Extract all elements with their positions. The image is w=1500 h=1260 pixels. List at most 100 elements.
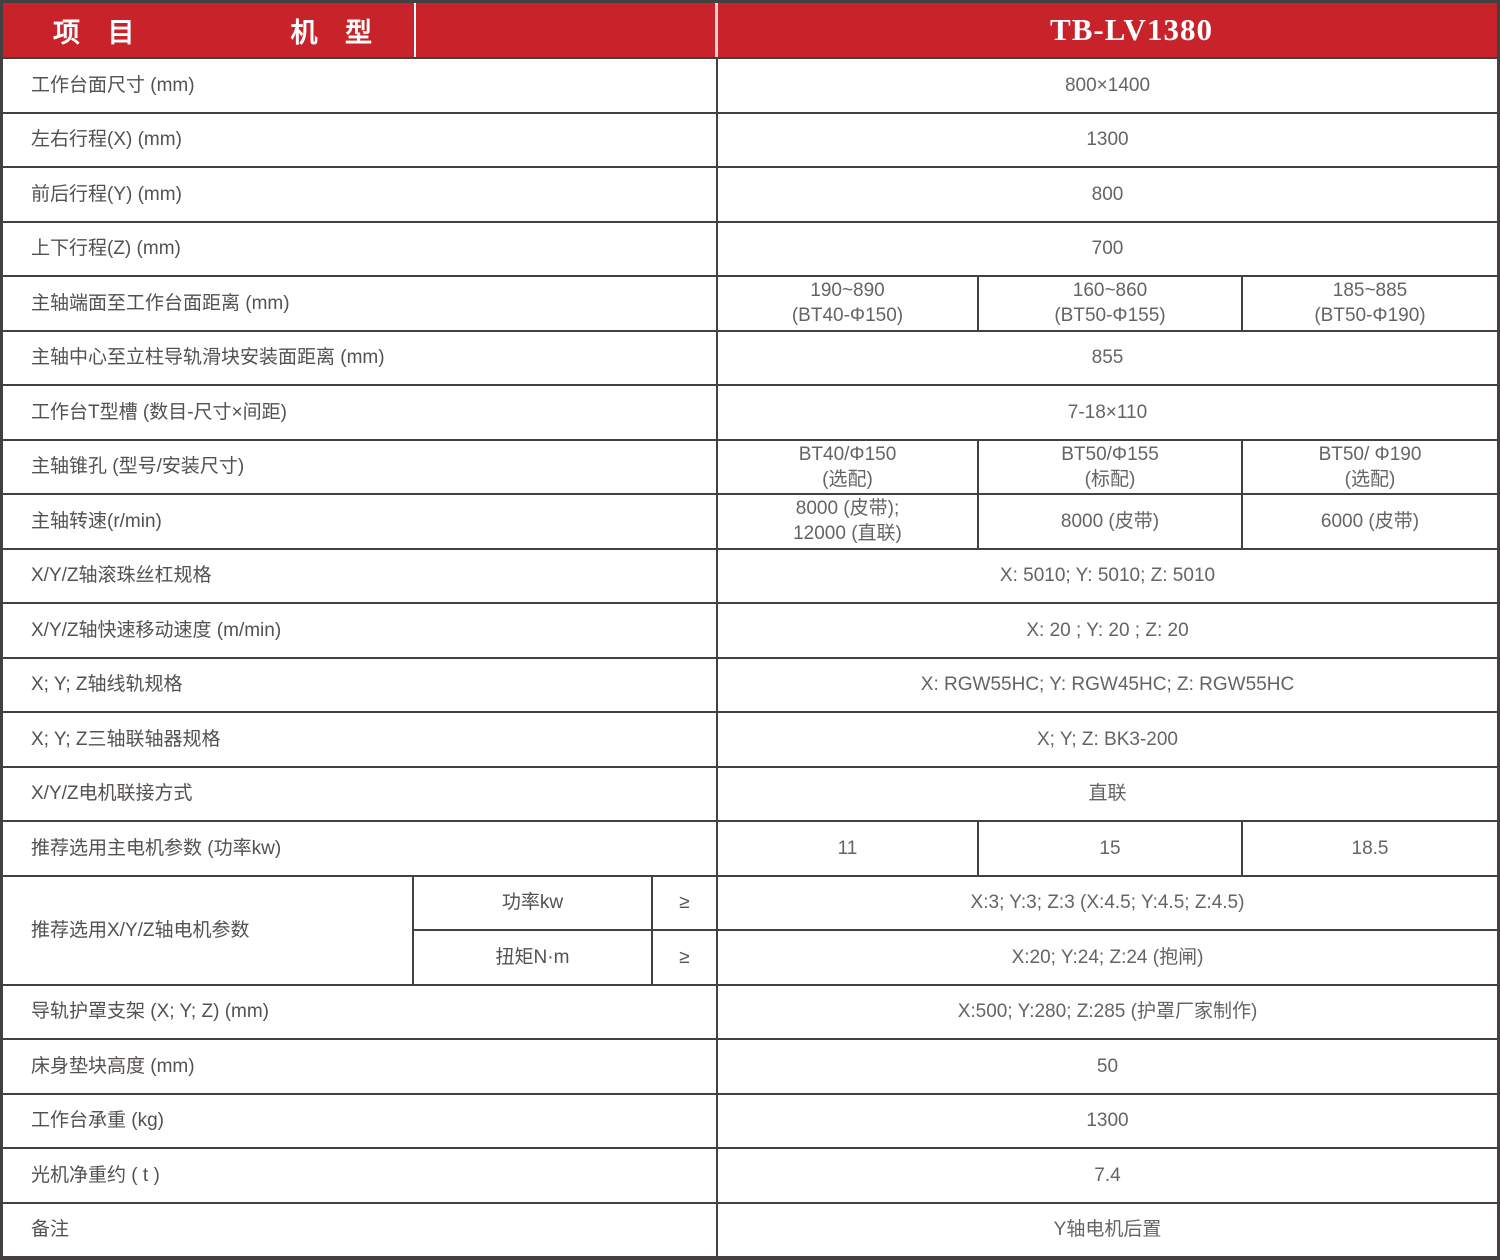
spec-value: 7-18×110	[718, 386, 1497, 439]
cell-line: 800×1400	[1064, 74, 1151, 96]
cell-line: 11	[837, 837, 858, 859]
cell-line: 15	[1099, 837, 1121, 859]
spec-value: 6000 (皮带)	[1243, 495, 1497, 548]
spec-row: 主轴锥孔 (型号/安装尺寸) BT40/Φ150 (选配) BT50/Φ155 (标配)…	[3, 438, 1497, 493]
spec-value: 855	[718, 332, 1497, 385]
cell-line: 床身垫块高度 (mm)	[31, 1055, 195, 1077]
cell-line: X/Y/Z轴滚珠丝杠规格	[31, 565, 212, 587]
header-red-gap	[416, 3, 715, 57]
spec-row: 主轴中心至立柱导轨滑块安装面距离 (mm) 855	[3, 329, 1497, 385]
sub-row: 扭矩N·m ≥ X:20; Y:24; Z:24 (抱闸)	[414, 929, 1497, 984]
cell-line: (BT50-Φ190)	[1314, 305, 1426, 327]
spec-label: 推荐选用X/Y/Z轴电机参数	[3, 876, 414, 984]
spec-value: X:3; Y:3; Z:3 (X:4.5; Y:4.5; Z:4.5)	[718, 877, 1497, 930]
cell-line: X:20; Y:24; Z:24 (抱闸)	[1011, 946, 1204, 968]
spec-row: 左右行程(X) (mm) 1300	[3, 111, 1497, 167]
cell-line: BT50/Φ155	[1061, 443, 1159, 465]
spec-value: X: RGW55HC; Y: RGW45HC; Z: RGW55HC	[718, 659, 1497, 712]
spec-value: 185~885 (BT50-Φ190)	[1243, 277, 1497, 330]
cell-line: BT40/Φ150	[798, 443, 897, 465]
cell-line: ≥	[679, 892, 690, 914]
cell-line: (标配)	[1084, 468, 1136, 490]
spec-label: 导轨护罩支架 (X; Y; Z) (mm)	[3, 985, 718, 1038]
spec-row: 光机净重约 ( t ) 7.4	[3, 1147, 1497, 1202]
cell-line: 上下行程(Z) (mm)	[31, 238, 181, 260]
cell-line: X: 5010; Y: 5010; Z: 5010	[999, 565, 1216, 587]
spec-row: 主轴转速(r/min) 8000 (皮带); 12000 (直联) 8000 (皮带)…	[3, 493, 1497, 548]
cell-line: 主轴锥孔 (型号/安装尺寸)	[31, 456, 245, 478]
spec-row: 备注 Y轴电机后置	[3, 1201, 1497, 1257]
cell-line: 导轨护罩支架 (X; Y; Z) (mm)	[31, 1001, 270, 1023]
spec-value: 800×1400	[718, 59, 1497, 112]
sub-row: 功率kw ≥ X:3; Y:3; Z:3 (X:4.5; Y:4.5; Z:4.5)	[414, 876, 1497, 930]
cell-line: 主轴端面至工作台面距离 (mm)	[31, 292, 290, 314]
spec-label: 主轴端面至工作台面距离 (mm)	[3, 277, 718, 330]
cell-line: (选配)	[1344, 468, 1396, 490]
spec-value: BT50/Φ155 (标配)	[979, 440, 1243, 493]
spec-value: 1300	[718, 114, 1497, 167]
geq-operator: ≥	[653, 876, 718, 929]
spec-label: 工作台承重 (kg)	[3, 1094, 718, 1147]
spec-value: 700	[718, 223, 1497, 276]
cell-line: 推荐选用X/Y/Z轴电机参数	[31, 919, 250, 941]
sub-rows: 功率kw ≥ X:3; Y:3; Z:3 (X:4.5; Y:4.5; Z:4.5)…	[414, 876, 1497, 984]
cell-line: 7.4	[1094, 1164, 1121, 1186]
spec-label: 床身垫块高度 (mm)	[3, 1040, 718, 1093]
cell-line: 工作台承重 (kg)	[31, 1110, 165, 1132]
cell-line: 主轴转速(r/min)	[31, 510, 162, 532]
spec-row-double: 推荐选用X/Y/Z轴电机参数 功率kw ≥ X:3; Y:3; Z:3 (X:4.5;…	[3, 874, 1497, 984]
cell-line: 扭矩N·m	[495, 946, 570, 968]
param-name: 功率kw	[414, 876, 653, 929]
spec-value: 50	[718, 1040, 1497, 1093]
spec-row: X; Y; Z轴线轨规格 X: RGW55HC; Y: RGW45HC; Z: R…	[3, 656, 1497, 712]
cell-line: 18.5	[1351, 837, 1389, 859]
cell-line: (BT50-Φ155)	[1054, 305, 1166, 327]
spec-row: 推荐选用主电机参数 (功率kw) 11 15 18.5	[3, 820, 1497, 875]
model-name: TB-LV1380	[1050, 12, 1213, 47]
cell-line: 800	[1091, 183, 1124, 205]
header-pink-divider	[715, 3, 718, 57]
spec-label: X/Y/Z轴滚珠丝杠规格	[3, 549, 718, 602]
spec-row: X/Y/Z电机联接方式 直联	[3, 765, 1497, 821]
spec-label: 工作台面尺寸 (mm)	[3, 59, 718, 112]
spec-row: X/Y/Z轴滚珠丝杠规格 X: 5010; Y: 5010; Z: 5010	[3, 547, 1497, 602]
spec-row: 工作台面尺寸 (mm) 800×1400	[3, 57, 1497, 112]
spec-value: BT40/Φ150 (选配)	[718, 440, 979, 493]
cell-line: 50	[1096, 1055, 1119, 1077]
spec-value: X; Y; Z: BK3-200	[718, 713, 1497, 766]
spec-value: 190~890 (BT40-Φ150)	[718, 277, 979, 330]
header-white-divider	[414, 3, 416, 57]
spec-label: X; Y; Z轴线轨规格	[3, 658, 718, 711]
spec-value: 160~860 (BT50-Φ155)	[979, 277, 1243, 330]
spec-value: 8000 (皮带); 12000 (直联)	[718, 495, 979, 548]
geq-operator: ≥	[653, 931, 718, 984]
cell-line: 1300	[1086, 129, 1129, 151]
spec-value: 15	[979, 822, 1243, 875]
cell-line: X: RGW55HC; Y: RGW45HC; Z: RGW55HC	[920, 674, 1295, 696]
cell-line: 700	[1091, 238, 1124, 260]
spec-value: 8000 (皮带)	[979, 495, 1243, 548]
spec-label: 前后行程(Y) (mm)	[3, 168, 718, 221]
cell-line: 光机净重约 ( t )	[31, 1164, 160, 1186]
cell-line: ≥	[679, 946, 690, 968]
cell-line: 1300	[1086, 1110, 1129, 1132]
cell-line: X; Y; Z三轴联轴器规格	[31, 728, 221, 750]
spec-value: Y轴电机后置	[718, 1204, 1497, 1257]
cell-line: 6000 (皮带)	[1320, 510, 1420, 532]
spec-label: 左右行程(X) (mm)	[3, 113, 718, 166]
cell-line: 185~885	[1332, 280, 1408, 302]
cell-line: (BT40-Φ150)	[791, 305, 904, 327]
spec-value: 1300	[718, 1095, 1497, 1148]
spec-value: X: 20 ; Y: 20 ; Z: 20	[718, 604, 1497, 657]
cell-line: 7-18×110	[1067, 401, 1148, 423]
cell-line: 855	[1091, 347, 1124, 369]
cell-line: 190~890	[810, 280, 885, 302]
cell-line: 备注	[31, 1219, 70, 1241]
cell-line: 直联	[1088, 783, 1127, 805]
spec-row: 工作台承重 (kg) 1300	[3, 1092, 1497, 1148]
cell-line: 工作台面尺寸 (mm)	[31, 74, 195, 96]
spec-label: 工作台T型槽 (数目-尺寸×间距)	[3, 386, 718, 439]
cell-line: 8000 (皮带);	[795, 498, 900, 520]
spec-value: 直联	[718, 768, 1497, 821]
